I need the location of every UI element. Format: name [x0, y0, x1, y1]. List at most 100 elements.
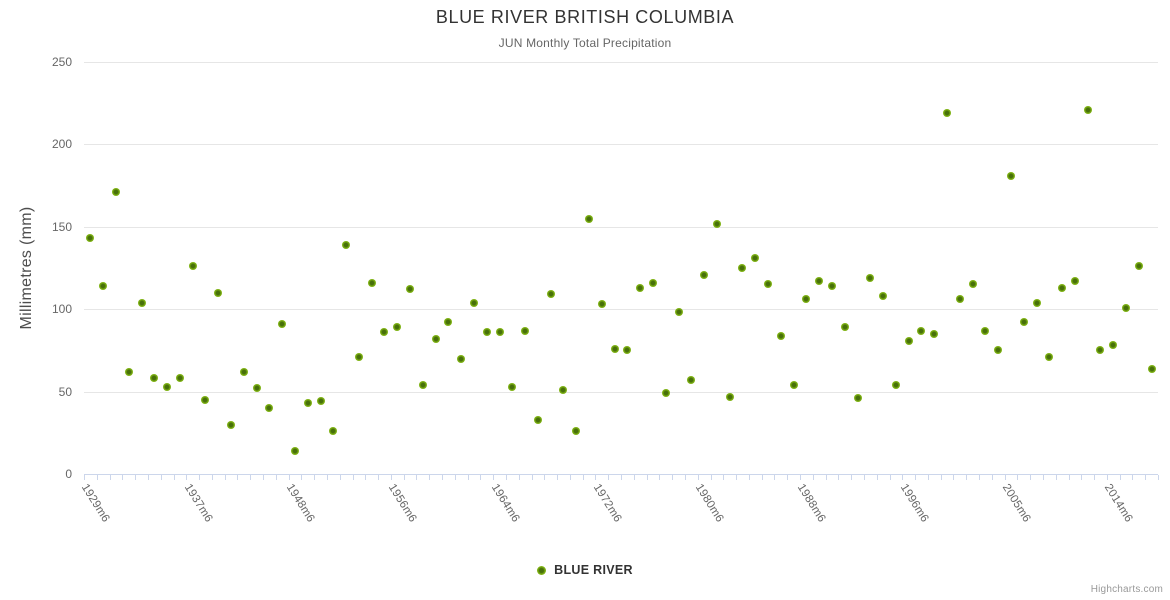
data-point-marker[interactable]	[201, 396, 209, 404]
data-point-marker[interactable]	[636, 284, 644, 292]
data-point-marker[interactable]	[406, 285, 414, 293]
data-point-marker[interactable]	[189, 262, 197, 270]
data-point-marker[interactable]	[240, 368, 248, 376]
data-point-marker[interactable]	[393, 323, 401, 331]
data-point-marker[interactable]	[278, 320, 286, 328]
x-axis-tick	[110, 475, 111, 480]
data-point-marker[interactable]	[713, 220, 721, 228]
data-point-marker[interactable]	[355, 353, 363, 361]
data-point-marker[interactable]	[547, 290, 555, 298]
data-point-marker[interactable]	[738, 264, 746, 272]
data-point-marker[interactable]	[649, 279, 657, 287]
data-point-marker[interactable]	[521, 327, 529, 335]
data-point-marker[interactable]	[623, 346, 631, 354]
data-point-marker[interactable]	[559, 386, 567, 394]
x-axis-tick	[1145, 475, 1146, 480]
data-point-marker[interactable]	[790, 381, 798, 389]
data-point-marker[interactable]	[802, 295, 810, 303]
data-point-marker[interactable]	[994, 346, 1002, 354]
x-axis-tick	[250, 475, 251, 480]
data-point-marker[interactable]	[483, 328, 491, 336]
x-axis-tick	[378, 475, 379, 480]
x-axis-tick	[915, 475, 916, 480]
data-point-marker[interactable]	[956, 295, 964, 303]
data-point-marker[interactable]	[125, 368, 133, 376]
data-point-marker[interactable]	[675, 308, 683, 316]
x-axis-tick-label: 1972m6	[590, 482, 624, 525]
data-point-marker[interactable]	[1007, 172, 1015, 180]
data-point-marker[interactable]	[99, 282, 107, 290]
x-axis-tick	[404, 475, 405, 480]
data-point-marker[interactable]	[227, 421, 235, 429]
data-point-marker[interactable]	[930, 330, 938, 338]
data-point-marker[interactable]	[329, 427, 337, 435]
data-point-marker[interactable]	[380, 328, 388, 336]
data-point-marker[interactable]	[419, 381, 427, 389]
data-point-marker[interactable]	[700, 271, 708, 279]
legend-item-blue-river[interactable]: BLUE RIVER	[537, 563, 633, 577]
data-point-marker[interactable]	[1045, 353, 1053, 361]
data-point-marker[interactable]	[866, 274, 874, 282]
x-axis-tick	[685, 475, 686, 480]
data-point-marker[interactable]	[214, 289, 222, 297]
data-point-marker[interactable]	[585, 215, 593, 223]
data-point-marker[interactable]	[86, 234, 94, 242]
data-point-marker[interactable]	[444, 318, 452, 326]
data-point-marker[interactable]	[662, 389, 670, 397]
data-point-marker[interactable]	[828, 282, 836, 290]
data-point-marker[interactable]	[265, 404, 273, 412]
data-point-marker[interactable]	[687, 376, 695, 384]
data-point-marker[interactable]	[496, 328, 504, 336]
data-point-marker[interactable]	[1033, 299, 1041, 307]
data-point-marker[interactable]	[611, 345, 619, 353]
data-point-marker[interactable]	[879, 292, 887, 300]
data-point-marker[interactable]	[534, 416, 542, 424]
data-point-marker[interactable]	[917, 327, 925, 335]
data-point-marker[interactable]	[777, 332, 785, 340]
data-point-marker[interactable]	[432, 335, 440, 343]
data-point-marker[interactable]	[1135, 262, 1143, 270]
data-point-marker[interactable]	[457, 355, 465, 363]
data-point-marker[interactable]	[726, 393, 734, 401]
data-point-marker[interactable]	[764, 280, 772, 288]
x-axis-tick	[365, 475, 366, 480]
data-point-marker[interactable]	[815, 277, 823, 285]
data-point-marker[interactable]	[1096, 346, 1104, 354]
data-point-marker[interactable]	[342, 241, 350, 249]
data-point-marker[interactable]	[1084, 106, 1092, 114]
y-axis-tick-label: 100	[51, 302, 72, 316]
data-point-marker[interactable]	[291, 447, 299, 455]
data-point-marker[interactable]	[751, 254, 759, 262]
data-point-marker[interactable]	[368, 279, 376, 287]
data-point-marker[interactable]	[969, 280, 977, 288]
data-point-marker[interactable]	[163, 383, 171, 391]
x-axis-tick	[1107, 475, 1108, 480]
data-point-marker[interactable]	[1109, 341, 1117, 349]
data-point-marker[interactable]	[905, 337, 913, 345]
data-point-marker[interactable]	[1148, 365, 1156, 373]
data-point-marker[interactable]	[112, 188, 120, 196]
data-point-marker[interactable]	[981, 327, 989, 335]
data-point-marker[interactable]	[317, 397, 325, 405]
data-point-marker[interactable]	[1058, 284, 1066, 292]
data-point-marker[interactable]	[1122, 304, 1130, 312]
data-point-marker[interactable]	[253, 384, 261, 392]
highcharts-credit-link[interactable]: Highcharts.com	[1090, 584, 1163, 595]
data-point-marker[interactable]	[841, 323, 849, 331]
data-point-marker[interactable]	[138, 299, 146, 307]
x-axis-tick	[429, 475, 430, 480]
data-point-marker[interactable]	[572, 427, 580, 435]
x-axis-tick	[890, 475, 891, 480]
data-point-marker[interactable]	[150, 374, 158, 382]
data-point-marker[interactable]	[304, 399, 312, 407]
data-point-marker[interactable]	[1020, 318, 1028, 326]
data-point-marker[interactable]	[598, 300, 606, 308]
data-point-marker[interactable]	[470, 299, 478, 307]
data-point-marker[interactable]	[943, 109, 951, 117]
data-point-marker[interactable]	[854, 394, 862, 402]
data-point-marker[interactable]	[892, 381, 900, 389]
data-point-marker[interactable]	[508, 383, 516, 391]
gridline	[84, 309, 1158, 310]
data-point-marker[interactable]	[1071, 277, 1079, 285]
data-point-marker[interactable]	[176, 374, 184, 382]
